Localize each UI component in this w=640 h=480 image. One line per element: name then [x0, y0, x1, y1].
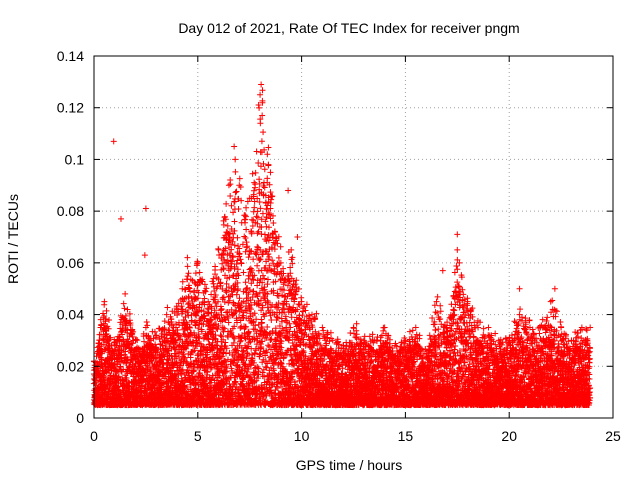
data-point — [249, 170, 256, 177]
data-point — [242, 279, 249, 286]
data-point — [120, 300, 127, 307]
data-point — [120, 337, 127, 344]
data-point — [253, 148, 260, 155]
data-point — [184, 263, 191, 270]
data-point — [256, 104, 263, 111]
data-point — [260, 129, 267, 136]
data-point — [184, 273, 191, 280]
data-point — [224, 222, 231, 229]
data-point — [254, 230, 261, 237]
data-point — [251, 204, 258, 211]
data-point — [228, 202, 235, 209]
data-point — [256, 176, 263, 183]
data-point — [143, 318, 150, 325]
data-point — [235, 205, 242, 212]
data-point — [264, 175, 271, 182]
data-point — [227, 176, 234, 183]
data-point — [251, 179, 258, 186]
data-point — [118, 352, 125, 359]
data-point — [233, 188, 240, 195]
data-point — [234, 234, 241, 241]
grid-lines — [94, 56, 613, 418]
data-point — [257, 205, 264, 212]
data-point — [277, 243, 284, 250]
data-point — [227, 193, 234, 200]
data-point — [196, 269, 203, 276]
data-point — [221, 325, 228, 332]
data-point — [275, 293, 282, 300]
data-point — [257, 120, 264, 127]
data-point — [225, 334, 232, 341]
data-point — [245, 339, 252, 346]
data-point — [164, 304, 171, 311]
data-point — [254, 208, 261, 215]
data-point — [105, 325, 112, 332]
data-point — [115, 373, 122, 380]
data-point — [255, 160, 262, 167]
data-point — [121, 351, 128, 358]
data-point — [232, 189, 239, 196]
data-point — [106, 316, 113, 323]
data-point — [243, 244, 250, 251]
data-point — [270, 220, 277, 227]
data-point — [105, 337, 112, 344]
data-point — [242, 234, 249, 241]
data-points — [90, 81, 594, 409]
data-point — [179, 285, 186, 292]
data-point — [230, 300, 237, 307]
data-point — [243, 204, 250, 211]
data-point — [268, 317, 275, 324]
data-point — [119, 321, 126, 328]
data-point — [237, 256, 244, 263]
data-point — [253, 213, 260, 220]
data-point — [259, 210, 266, 217]
data-point — [241, 233, 248, 240]
data-point — [264, 276, 271, 283]
data-point — [258, 138, 265, 145]
data-point — [263, 223, 270, 230]
data-point — [192, 270, 199, 277]
data-point — [220, 221, 227, 228]
data-point — [232, 168, 239, 175]
data-point — [102, 315, 109, 322]
data-point — [212, 263, 219, 270]
data-point — [243, 226, 250, 233]
data-point — [255, 365, 262, 372]
data-point — [185, 270, 192, 277]
data-point — [99, 348, 106, 355]
data-point — [121, 305, 128, 312]
data-point — [264, 281, 271, 288]
data-point — [100, 373, 107, 380]
data-point — [265, 224, 272, 231]
data-point — [103, 307, 110, 314]
data-point — [236, 175, 243, 182]
data-point — [218, 306, 225, 313]
data-point — [231, 218, 238, 225]
data-point — [252, 169, 259, 176]
data-point — [250, 187, 257, 194]
data-point — [201, 295, 208, 302]
data-point — [261, 166, 268, 173]
data-point — [103, 333, 110, 340]
data-point — [238, 260, 245, 267]
data-point — [161, 318, 168, 325]
data-point — [240, 269, 247, 276]
data-point — [242, 212, 249, 219]
data-point — [107, 334, 114, 341]
data-point — [223, 200, 230, 207]
